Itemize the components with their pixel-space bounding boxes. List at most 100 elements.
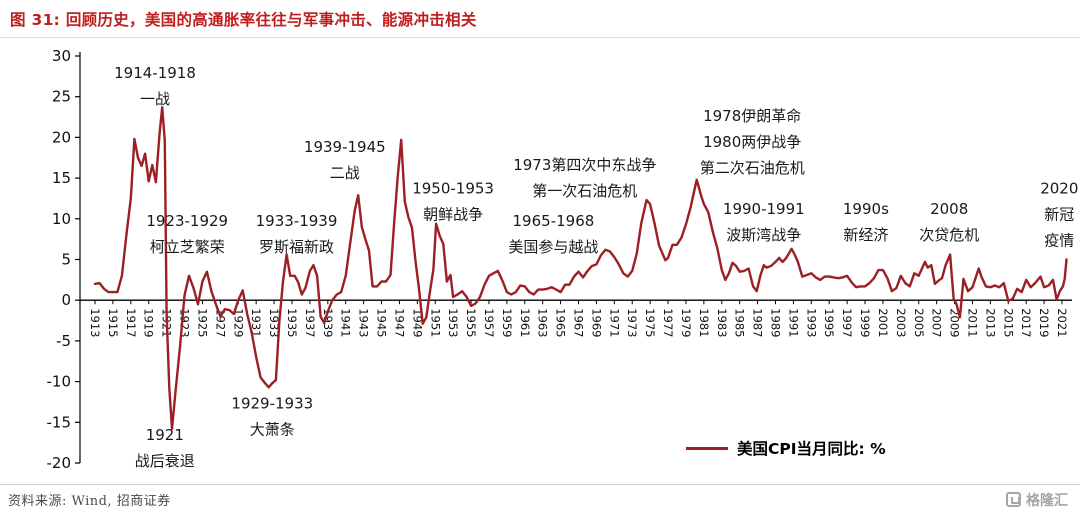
x-tick-label: 1967 bbox=[572, 308, 586, 337]
x-tick-label: 1959 bbox=[500, 308, 514, 337]
x-tick-label: 1943 bbox=[357, 308, 371, 337]
x-tick-label: 1947 bbox=[392, 308, 406, 337]
annotation-line: 1973第四次中东战争 bbox=[513, 156, 656, 174]
annotation-line: 朝鲜战争 bbox=[423, 206, 483, 224]
gelonghui-logo: 格隆汇 bbox=[1006, 490, 1068, 510]
x-tick-label: 2019 bbox=[1037, 308, 1051, 337]
y-tick-label: 20 bbox=[52, 128, 71, 146]
x-tick-label: 1971 bbox=[607, 308, 621, 337]
annotation-line: 罗斯福新政 bbox=[259, 238, 334, 256]
x-tick-label: 1957 bbox=[482, 308, 496, 337]
chart-legend: 美国CPI当月同比: % bbox=[686, 438, 886, 458]
x-tick-label: 1977 bbox=[661, 308, 675, 337]
annotation-line: 疫情 bbox=[1044, 232, 1074, 250]
legend-label: 美国CPI当月同比: % bbox=[737, 440, 886, 458]
x-tick-label: 1995 bbox=[822, 308, 836, 337]
annotation-line: 1923-1929 bbox=[146, 212, 228, 230]
annotation-line: 大萧条 bbox=[250, 421, 295, 439]
annotation-line: 1950-1953 bbox=[412, 180, 494, 198]
x-tick-label: 1931 bbox=[249, 308, 263, 337]
annotation-line: 1933-1939 bbox=[256, 212, 338, 230]
x-tick-label: 2013 bbox=[983, 308, 997, 337]
annotation-line: 柯立芝繁荣 bbox=[150, 238, 225, 256]
x-tick-label: 1945 bbox=[375, 308, 389, 337]
figure-footer: 资料来源: Wind, 招商证券 格隆汇 bbox=[0, 484, 1080, 514]
x-tick-label: 1953 bbox=[446, 308, 460, 337]
x-tick-label: 1997 bbox=[840, 308, 854, 337]
annotation-line: 1990-1991 bbox=[723, 200, 805, 218]
y-tick-label: 0 bbox=[61, 291, 71, 309]
x-tick-label: 1987 bbox=[751, 308, 765, 337]
y-tick-label: 10 bbox=[52, 210, 71, 228]
x-tick-label: 2017 bbox=[1019, 308, 1033, 337]
annotation-line: 第二次石油危机 bbox=[700, 159, 805, 177]
annotation-line: 1965-1968 bbox=[513, 212, 595, 230]
x-tick-label: 1985 bbox=[733, 308, 747, 337]
y-tick-label: -10 bbox=[47, 373, 72, 391]
x-tick-label: 2015 bbox=[1001, 308, 1015, 337]
x-tick-label: 1973 bbox=[625, 308, 639, 337]
x-tick-label: 2011 bbox=[965, 308, 979, 337]
x-tick-label: 1991 bbox=[786, 308, 800, 337]
y-tick-label: 25 bbox=[52, 88, 71, 106]
y-tick-label: -15 bbox=[47, 413, 72, 431]
annotation-line: 第一次石油危机 bbox=[532, 182, 637, 200]
annotation-line: 一战 bbox=[140, 90, 170, 108]
y-tick-label: 15 bbox=[52, 169, 71, 187]
x-tick-label: 1963 bbox=[536, 308, 550, 337]
x-tick-label: 1961 bbox=[518, 308, 532, 337]
x-tick-label: 2009 bbox=[948, 308, 962, 337]
x-tick-label: 1917 bbox=[124, 308, 138, 337]
x-tick-label: 2003 bbox=[894, 308, 908, 337]
cpi-line bbox=[93, 106, 1068, 430]
y-tick-label: -5 bbox=[56, 332, 71, 350]
annotation-line: 新经济 bbox=[843, 226, 888, 244]
annotation-line: 次贷危机 bbox=[919, 226, 979, 244]
x-tick-label: 1927 bbox=[213, 308, 227, 337]
x-tick-label: 1979 bbox=[679, 308, 693, 337]
x-tick-label: 1951 bbox=[428, 308, 442, 337]
source-text: 资料来源: Wind, 招商证券 bbox=[8, 494, 171, 509]
annotation-line: 美国参与越战 bbox=[508, 238, 598, 256]
gelonghui-logo-text: 格隆汇 bbox=[1026, 492, 1068, 509]
figure-header: 图 31: 回顾历史，美国的高通胀率往往与军事冲击、能源冲击相关 bbox=[0, 0, 1080, 38]
x-tick-label: 2007 bbox=[930, 308, 944, 337]
x-tick-label: 1925 bbox=[195, 308, 209, 337]
x-tick-label: 1983 bbox=[715, 308, 729, 337]
annotation-line: 1914-1918 bbox=[114, 64, 196, 82]
annotation-line: 2020 bbox=[1040, 180, 1078, 198]
x-tick-label: 1935 bbox=[285, 308, 299, 337]
annotation-line: 战后衰退 bbox=[135, 452, 195, 470]
x-tick-label: 1939 bbox=[321, 308, 335, 337]
y-tick-label: 30 bbox=[52, 47, 71, 65]
gelonghui-logo-icon bbox=[1006, 492, 1021, 507]
x-tick-label: 1965 bbox=[554, 308, 568, 337]
annotation-line: 1929-1933 bbox=[231, 395, 313, 413]
y-tick-label: 5 bbox=[61, 251, 71, 269]
x-tick-label: 1937 bbox=[303, 308, 317, 337]
x-tick-label: 1989 bbox=[768, 308, 782, 337]
x-tick-label: 1993 bbox=[804, 308, 818, 337]
x-tick-label: 1915 bbox=[106, 308, 120, 337]
annotation-line: 新冠 bbox=[1044, 206, 1074, 224]
x-tick-label: 1933 bbox=[267, 308, 281, 337]
x-tick-label: 2001 bbox=[876, 308, 890, 337]
annotation-line: 波斯湾战争 bbox=[726, 226, 801, 244]
annotation-line: 1978伊朗革命 bbox=[703, 107, 801, 125]
x-tick-label: 1955 bbox=[464, 308, 478, 337]
annotation-line: 1939-1945 bbox=[304, 138, 386, 156]
x-tick-label: 1981 bbox=[697, 308, 711, 337]
x-tick-label: 2005 bbox=[912, 308, 926, 337]
annotation-line: 二战 bbox=[330, 164, 360, 182]
x-tick-label: 1999 bbox=[858, 308, 872, 337]
x-tick-label: 1913 bbox=[88, 308, 102, 337]
annotation-line: 1990s bbox=[843, 200, 889, 218]
x-tick-label: 1929 bbox=[231, 308, 245, 337]
x-tick-label: 2021 bbox=[1055, 308, 1069, 337]
x-tick-label: 1919 bbox=[142, 308, 156, 337]
legend-line-swatch bbox=[686, 446, 728, 450]
x-tick-label: 1923 bbox=[178, 308, 192, 337]
chart-area: 30 25 20 15 10 5 0 -5 -10 -15 -20 1913 1915 1917 1919 1… bbox=[0, 38, 1080, 484]
